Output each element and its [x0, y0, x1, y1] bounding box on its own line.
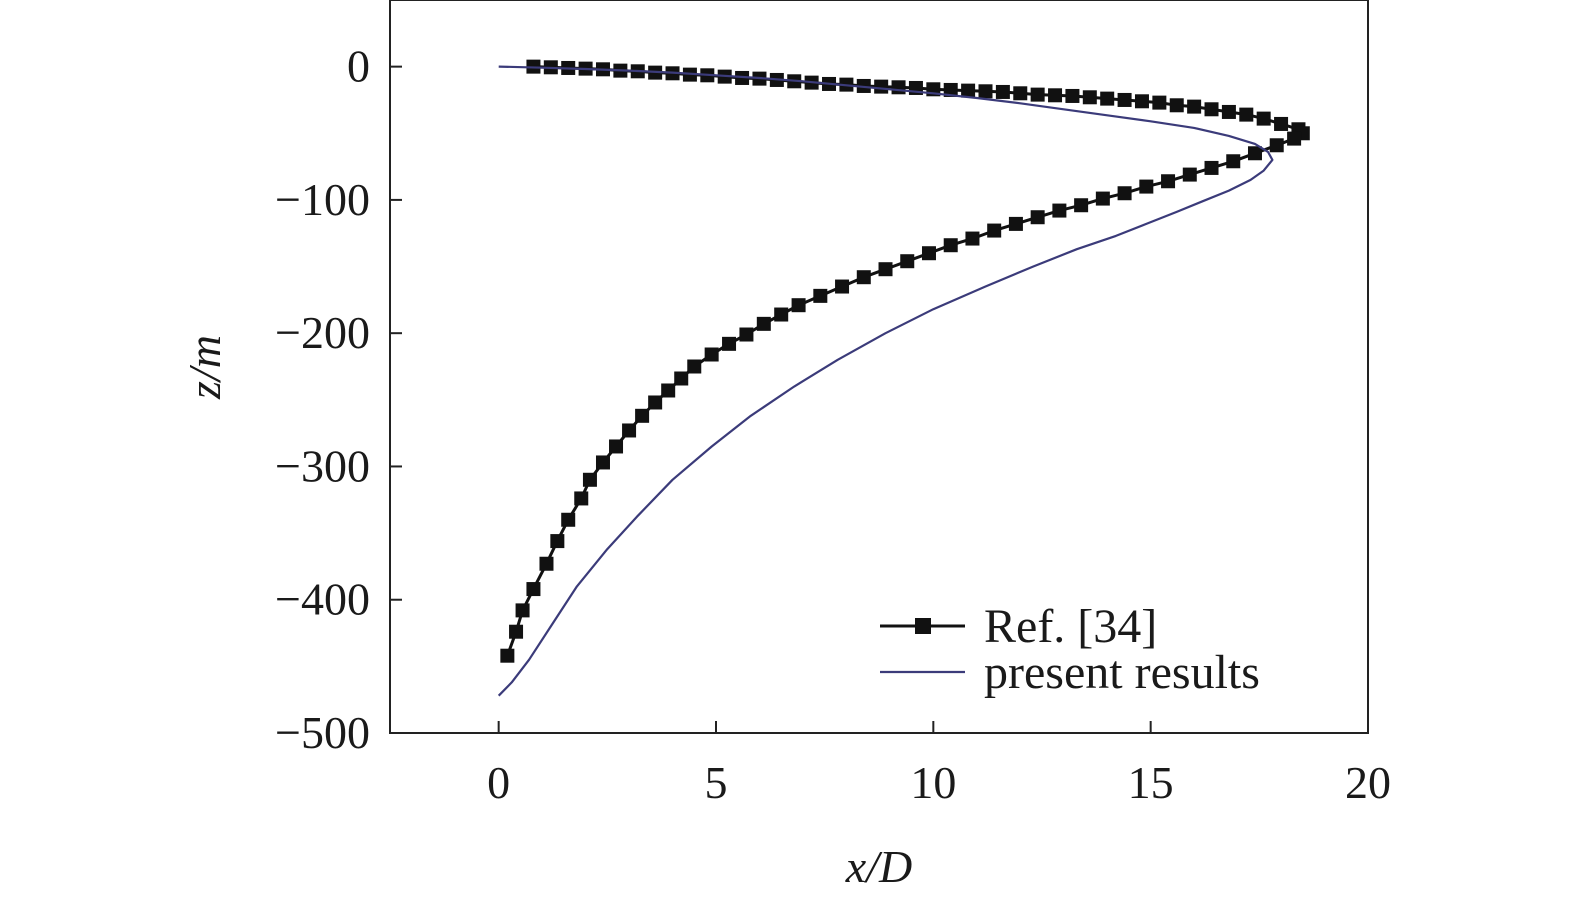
y-tick-label: −500 — [275, 707, 370, 758]
data-point — [1187, 99, 1202, 114]
data-point — [856, 270, 871, 285]
data-point — [1052, 203, 1067, 218]
data-point — [921, 246, 936, 261]
data-point — [739, 327, 754, 342]
x-axis-label: x/D — [845, 841, 912, 892]
data-point — [595, 455, 610, 470]
data-point — [774, 307, 789, 322]
x-tick-label: 15 — [1128, 757, 1174, 808]
data-point — [1204, 102, 1219, 117]
data-point — [550, 534, 565, 549]
legend-label: Ref. [34] — [984, 600, 1157, 653]
data-point — [1030, 210, 1045, 225]
data-point — [835, 279, 850, 294]
data-point — [1134, 94, 1149, 109]
data-point — [539, 556, 554, 571]
data-point — [1287, 131, 1302, 146]
legend: Ref. [34]present results — [880, 600, 1260, 699]
legend-label: present results — [984, 646, 1260, 699]
x-tick-label: 10 — [910, 757, 956, 808]
data-point — [813, 288, 828, 303]
data-point — [609, 439, 624, 454]
data-point — [943, 82, 958, 97]
data-point — [722, 336, 737, 351]
data-point — [1247, 146, 1262, 161]
data-point — [561, 512, 576, 527]
data-point — [987, 223, 1002, 238]
data-point — [622, 423, 637, 438]
data-point — [635, 408, 650, 423]
x-tick-label: 5 — [705, 757, 728, 808]
data-point — [661, 383, 676, 398]
data-point — [791, 298, 806, 313]
data-point — [1082, 90, 1097, 105]
data-point — [1117, 92, 1132, 107]
data-point — [1152, 95, 1167, 110]
data-point — [900, 254, 915, 269]
data-point — [961, 83, 976, 98]
series-line — [497, 65, 1274, 697]
data-point — [965, 231, 980, 246]
data-point — [1161, 174, 1176, 189]
series-line — [505, 65, 1305, 657]
data-point — [582, 472, 597, 487]
data-point — [1256, 111, 1271, 126]
data-point — [1074, 198, 1089, 213]
data-point — [1100, 91, 1115, 106]
data-point — [574, 491, 589, 506]
data-point — [1048, 88, 1063, 103]
data-point — [874, 79, 889, 94]
data-point — [1065, 88, 1080, 103]
data-point — [674, 371, 689, 386]
data-point — [756, 316, 771, 331]
data-point — [1204, 160, 1219, 175]
data-point — [515, 603, 530, 618]
plot-area — [497, 59, 1310, 697]
y-tick-label: −400 — [275, 574, 370, 625]
y-tick-label: 0 — [347, 41, 370, 92]
y-tick-label: −100 — [275, 174, 370, 225]
data-point — [509, 624, 524, 639]
data-point — [878, 262, 893, 277]
data-point — [1226, 154, 1241, 169]
data-point — [1030, 87, 1045, 102]
series-present-results — [497, 65, 1274, 697]
data-point — [1013, 86, 1028, 101]
data-point — [1169, 98, 1184, 113]
data-point — [1221, 104, 1236, 119]
axes: 0 5 10 15 20 0 −100 −200 −300 −400 −500 — [275, 0, 1391, 808]
data-point — [1274, 116, 1289, 131]
data-point — [648, 395, 663, 410]
data-point — [1239, 107, 1254, 122]
data-point — [943, 238, 958, 253]
legend-marker — [915, 618, 931, 634]
x-tick-label: 0 — [487, 757, 510, 808]
data-point — [1269, 138, 1284, 153]
data-point — [978, 84, 993, 99]
data-point — [500, 648, 515, 663]
data-point — [1008, 216, 1023, 231]
data-point — [526, 582, 541, 597]
plot-frame — [389, 0, 1369, 734]
data-point — [1139, 179, 1154, 194]
data-point — [995, 84, 1010, 99]
data-point — [891, 80, 906, 95]
data-point — [1182, 167, 1197, 182]
data-point — [1117, 186, 1132, 201]
y-tick-label: −200 — [275, 307, 370, 358]
x-tick-label: 20 — [1345, 757, 1391, 808]
y-axis-label: z/m — [179, 335, 230, 400]
series-ref-34 — [500, 59, 1310, 663]
data-point — [704, 347, 719, 362]
data-point — [1095, 191, 1110, 206]
y-tick-label: −300 — [275, 440, 370, 491]
data-point — [687, 359, 702, 374]
